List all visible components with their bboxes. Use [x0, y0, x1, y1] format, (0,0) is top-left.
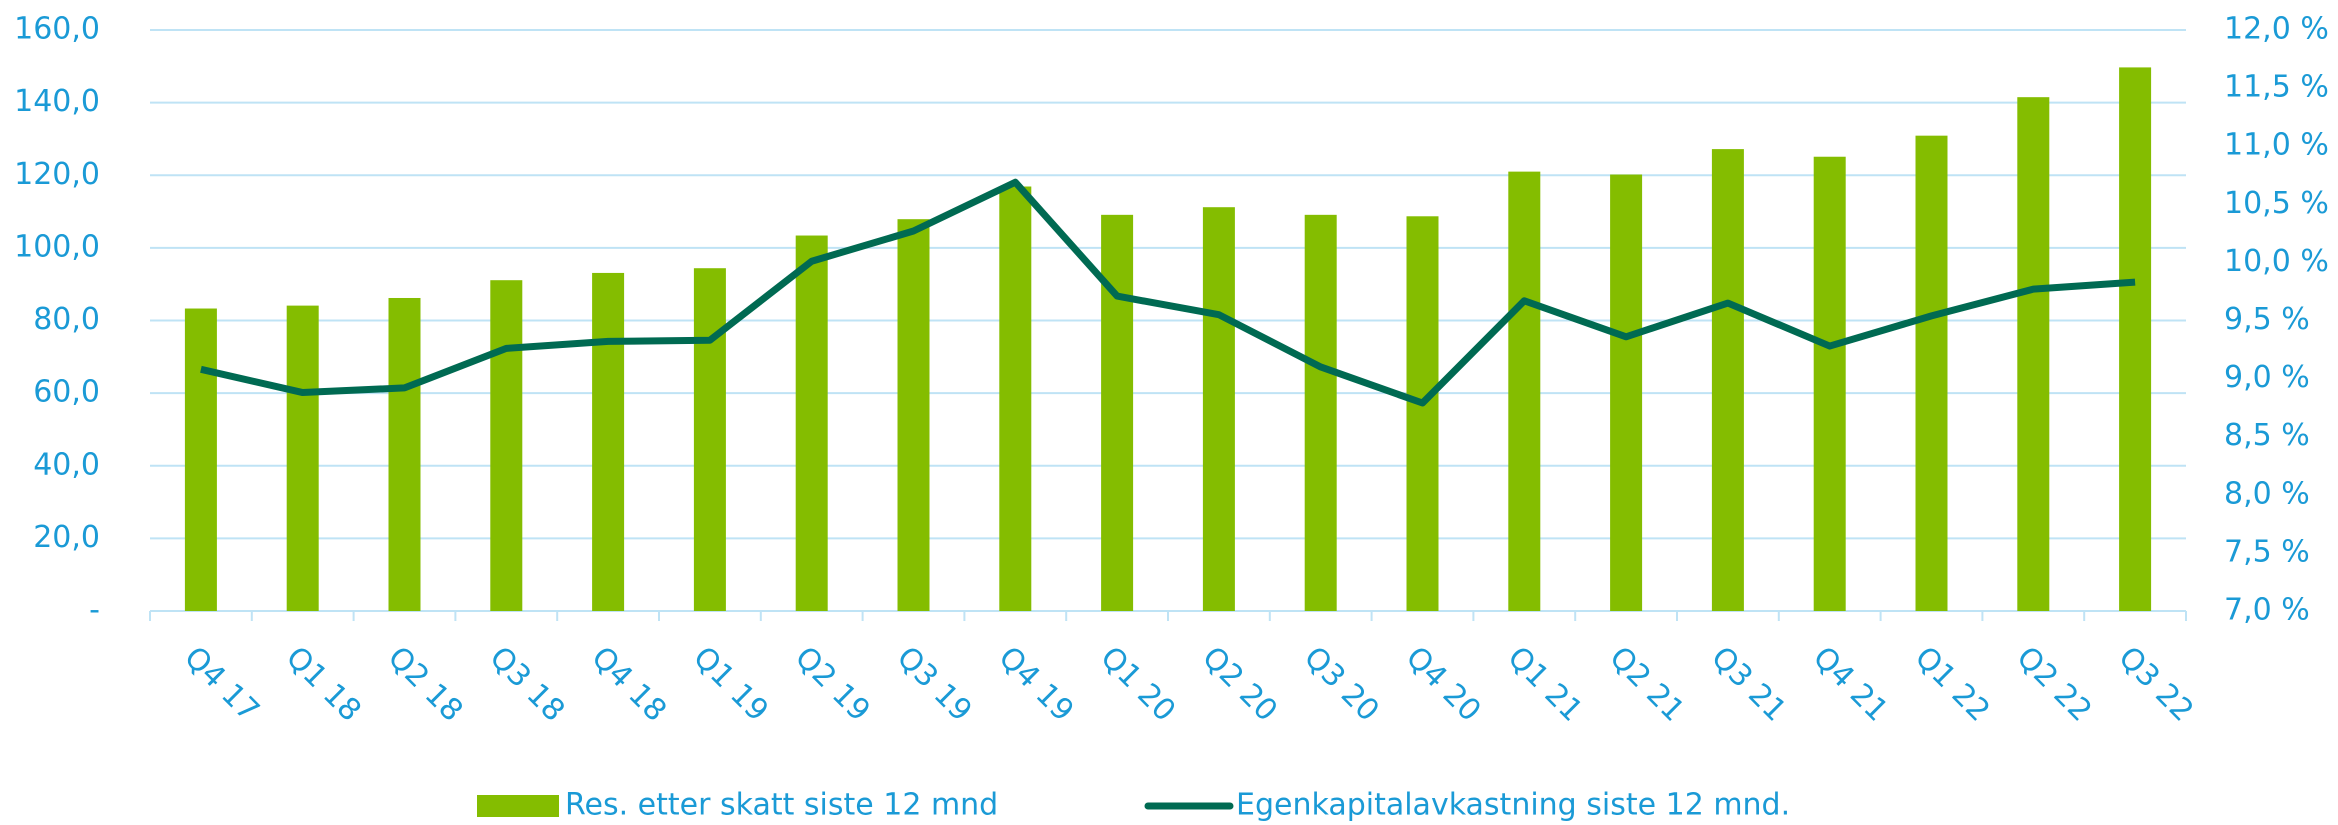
- x-tick-label: Q4 20: [1399, 640, 1488, 729]
- line: [200, 178, 2136, 407]
- bar: [1610, 174, 1643, 611]
- y2-tick-label: 11,5 %: [2224, 70, 2329, 105]
- x-tick-label: Q4 17: [177, 640, 266, 729]
- y2-tick-label: 10,5 %: [2224, 186, 2329, 221]
- bar: [388, 297, 421, 611]
- y-tick-label: 40,0: [33, 447, 100, 482]
- x-tick-label: Q3 21: [1704, 640, 1793, 729]
- y-tick-label: 80,0: [33, 302, 100, 337]
- y-tick-label: 20,0: [33, 520, 100, 555]
- y2-tick-label: 7,5 %: [2224, 534, 2310, 569]
- y2-tick-label: 10,0 %: [2224, 244, 2329, 279]
- x-tick-label: Q4 19: [992, 640, 1081, 729]
- y2-tick-label: 11,0 %: [2224, 128, 2329, 163]
- bar: [897, 219, 930, 612]
- bar: [2119, 67, 2152, 612]
- bar: [1915, 135, 1948, 611]
- bar: [1711, 149, 1744, 612]
- bar: [1406, 216, 1439, 611]
- x-tick-label: Q2 21: [1602, 640, 1691, 729]
- x-tick-label: Q1 22: [1908, 640, 1997, 729]
- legend-label: Egenkapitalavkastning siste 12 mnd.: [1236, 788, 1790, 823]
- bar: [1202, 207, 1235, 611]
- y-tick-label: 100,0: [14, 229, 100, 264]
- y-tick-label: 160,0: [14, 12, 100, 47]
- bar: [1508, 171, 1541, 611]
- y2-tick-label: 9,5 %: [2224, 302, 2310, 337]
- bar: [490, 280, 523, 611]
- y-tick-label: -: [89, 593, 100, 628]
- legend-swatch: [477, 795, 559, 817]
- x-tick-label: Q1 20: [1093, 640, 1182, 729]
- x-tick-label: Q3 20: [1297, 640, 1386, 729]
- bar: [795, 235, 828, 611]
- x-tick-label: Q3 22: [2111, 640, 2200, 729]
- y2-tick-label: 8,0 %: [2224, 476, 2310, 511]
- x-tick-label: Q2 20: [1195, 640, 1284, 729]
- x-tick-label: Q3 18: [483, 640, 572, 729]
- y-tick-label: 120,0: [14, 157, 100, 192]
- y2-tick-label: 9,0 %: [2224, 360, 2310, 395]
- bar: [184, 308, 217, 611]
- bar: [1101, 214, 1134, 611]
- y2-tick-label: 8,5 %: [2224, 418, 2310, 453]
- x-tick-label: Q1 21: [1501, 640, 1590, 729]
- bar: [286, 305, 319, 611]
- bar: [999, 186, 1032, 611]
- x-tick-label: Q2 19: [788, 640, 877, 729]
- x-tick-label: Q2 18: [381, 640, 470, 729]
- y-tick-label: 60,0: [33, 375, 100, 410]
- x-tick-label: Q4 18: [584, 640, 673, 729]
- y2-tick-label: 7,0 %: [2224, 593, 2310, 628]
- bar: [592, 272, 625, 611]
- bar: [1813, 156, 1846, 611]
- x-tick-label: Q1 18: [279, 640, 368, 729]
- y2-tick-label: 12,0 %: [2224, 12, 2329, 47]
- bar: [1304, 214, 1337, 611]
- x-tick-label: Q3 19: [890, 640, 979, 729]
- x-tick-label: Q4 21: [1806, 640, 1895, 729]
- x-tick-label: Q1 19: [686, 640, 775, 729]
- bar: [693, 268, 726, 611]
- legend-label: Res. etter skatt siste 12 mnd: [565, 788, 998, 823]
- y-tick-label: 140,0: [14, 84, 100, 119]
- x-tick-label: Q2 22: [2010, 640, 2099, 729]
- bar: [2017, 97, 2050, 612]
